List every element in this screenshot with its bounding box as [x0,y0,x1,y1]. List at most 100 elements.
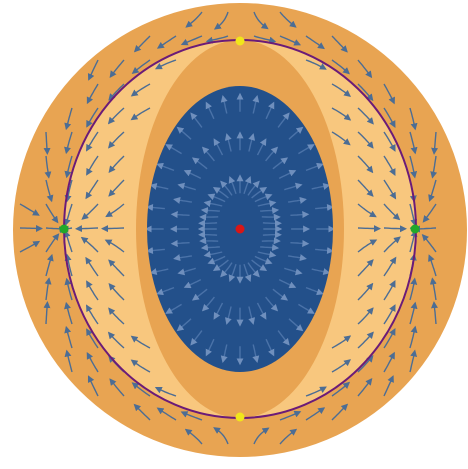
flow-arrow [213,302,224,320]
flow-arrow [64,349,73,373]
flow-arrow [265,338,275,357]
flow-arrow [279,11,297,28]
flow-arrow [409,155,418,179]
flow-arrow [357,331,374,349]
flow-arrow [86,83,99,105]
flow-arrow [251,187,268,199]
flow-arrow [108,307,125,325]
flow-arrow [251,259,268,271]
flow-arrow [257,200,277,207]
flow-arrow [290,211,310,219]
flow-arrow [383,225,407,233]
flow-arrow [130,359,151,373]
flow-arrow [331,359,351,373]
flow-arrow [45,253,54,277]
flow-arrow [409,277,418,301]
flow-arrow [278,169,297,180]
flow-arrow [130,83,151,97]
flow-arrow [305,59,327,70]
flow-arrow [154,59,177,70]
flow-arrow [156,286,175,296]
flow-arrow [173,196,192,204]
flow-arrow [228,176,237,195]
flow-arrow [64,277,73,301]
flow-arrow [262,231,282,239]
flow-arrow [205,101,215,120]
flow-arrow [357,107,374,125]
flow-arrow [243,176,252,195]
flow-arrow [130,107,151,121]
flow-arrow [288,196,307,204]
flow-arrow [165,144,182,155]
flow-arrow [45,233,60,253]
flow-arrow [224,133,232,152]
flow-arrow [331,335,352,349]
flow-arrow [149,268,169,275]
flow-arrow [177,182,196,191]
flow-arrow [279,410,302,421]
center-equilibrium-point [235,224,245,234]
flow-arrow [383,155,396,176]
flow-arrow [357,378,373,397]
flow-arrow [207,193,226,203]
flow-arrow [104,239,125,253]
flow-arrow [201,146,215,162]
flow-arrow [357,239,378,253]
flow-arrow [357,307,374,325]
flow-arrow [265,296,279,312]
flow-arrow [87,59,99,81]
flow-arrow [428,254,437,277]
flow-arrow [147,247,165,254]
flow-arrow [156,407,177,421]
flow-arrow [305,386,327,397]
flow-arrow [311,268,331,275]
flow-arrow [311,183,331,190]
flow-arrow [170,239,190,247]
flow-arrow [277,112,290,128]
flow-arrow [357,131,374,149]
flow-arrow [86,131,99,152]
flow-arrow [133,35,151,53]
flow-arrow [183,278,202,289]
flow-arrow [288,318,304,332]
flow-arrow [105,203,125,218]
flow-arrow [265,146,279,162]
flow-arrow [331,35,348,53]
flow-arrow [108,155,125,173]
flow-arrow [331,381,351,397]
flow-arrow [357,179,374,197]
flow-arrow [220,262,233,278]
flow-arrow [248,306,256,325]
flow-arrow [331,59,350,75]
flow-arrow [256,138,267,156]
flow-arrow [44,277,52,301]
flow-arrow [64,107,73,131]
flow-arrow [86,107,99,128]
flow-arrow [212,259,229,271]
flow-arrow [247,180,260,196]
flow-arrow [64,253,73,277]
flow-arrow [201,296,215,312]
flow-arrow [272,288,289,301]
flow-arrow [80,236,99,253]
flow-arrow [279,35,302,46]
flow-arrow [429,277,437,301]
flow-arrow [357,282,374,301]
flow-arrow [228,263,237,282]
flow-arrow [278,278,297,289]
flow-arrow [383,203,401,221]
flow-arrow [198,219,218,227]
flow-arrow [357,83,374,102]
flow-arrow [45,203,59,224]
flow-arrow [357,259,374,277]
flow-arrow [331,107,352,121]
flow-arrow [200,244,220,251]
flow-arrow [256,302,267,320]
flow-arrow [383,179,397,200]
flow-arrow [19,225,43,232]
flow-arrow [272,157,289,170]
flow-arrow [383,83,395,105]
flow-arrow [220,95,228,114]
flow-arrow [64,155,73,179]
flow-arrow [109,378,125,397]
